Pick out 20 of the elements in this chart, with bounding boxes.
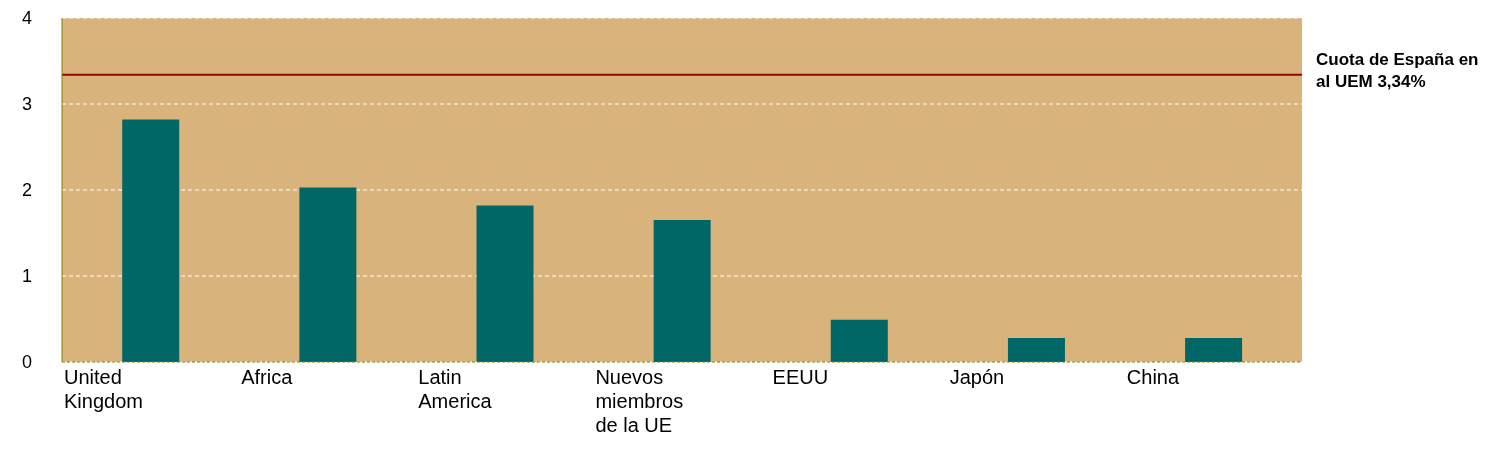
x-tick-label: Nuevos miembros de la UE xyxy=(595,366,684,436)
bar xyxy=(653,220,711,362)
y-tick-label: 1 xyxy=(21,266,32,287)
x-tick-label: Japón xyxy=(949,366,1005,388)
x-tick-label: Africa xyxy=(241,366,294,388)
bar xyxy=(476,205,534,362)
bar xyxy=(830,319,888,362)
ref-line-label: Cuota de España en al UEM 3,34% xyxy=(1316,49,1479,91)
x-tick-label: Latin America xyxy=(418,366,493,412)
x-tick-label: China xyxy=(1126,366,1180,388)
x-tick-label: United Kingdom xyxy=(64,366,143,412)
y-tick-label: 0 xyxy=(21,352,32,373)
x-tick-label: EEUU xyxy=(772,366,829,388)
bar xyxy=(122,119,180,362)
bar xyxy=(1185,337,1243,362)
y-tick-label: 4 xyxy=(21,8,32,29)
y-tick-label: 3 xyxy=(21,94,32,115)
bar xyxy=(1007,337,1065,362)
y-tick-label: 2 xyxy=(21,180,32,201)
bar xyxy=(299,187,357,362)
